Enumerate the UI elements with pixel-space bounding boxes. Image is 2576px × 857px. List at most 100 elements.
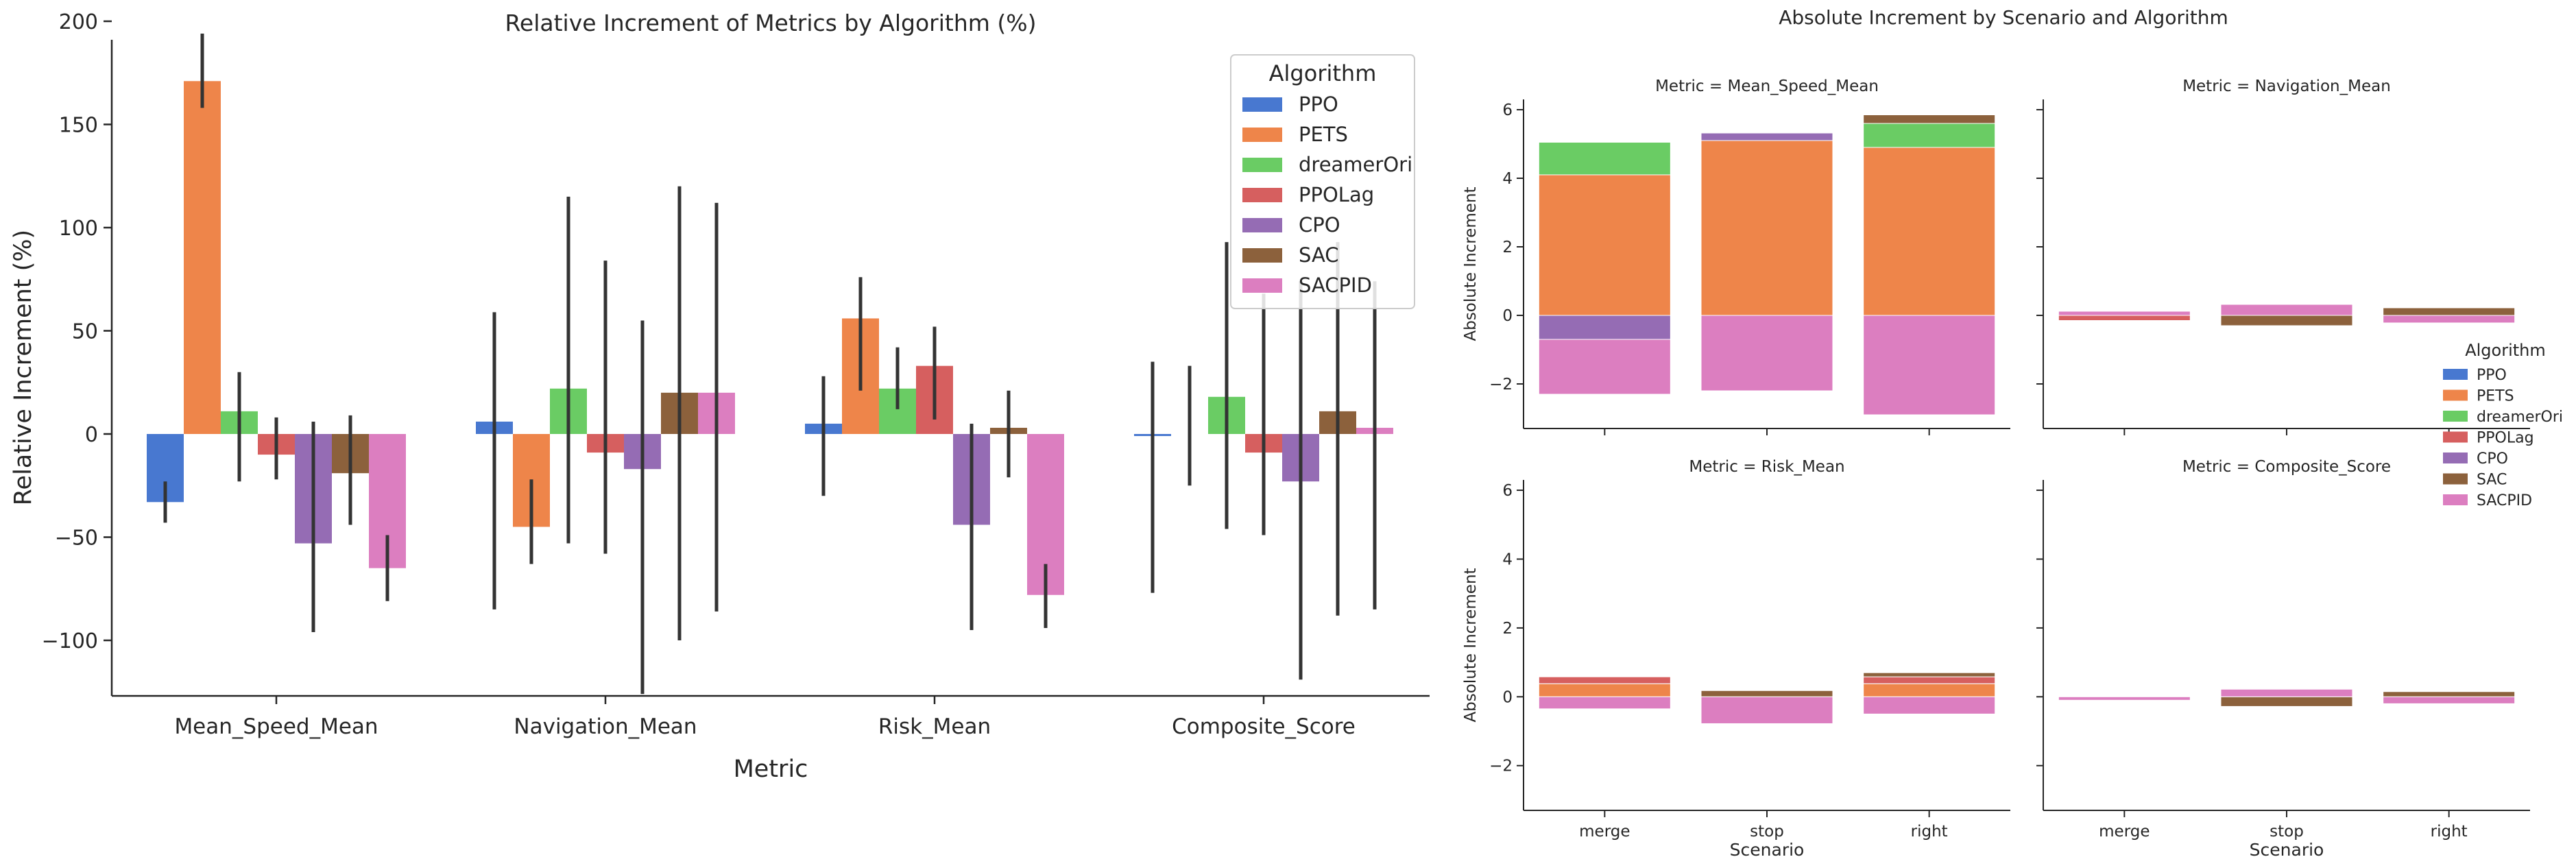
legend-label-SAC: SAC (1299, 243, 1339, 267)
stacked-bar-PPOLag-merge (2058, 315, 2191, 321)
legend-label-SAC: SAC (2477, 472, 2507, 489)
legend-label-PPO: PPO (1299, 93, 1338, 116)
stacked-bar-SAC-right (1863, 672, 1996, 677)
bar-PETS-Mean_Speed_Mean (184, 81, 221, 435)
facet-1: Metric = Mean_Speed_Mean −2 0 2 4 6 Absolute I… (1462, 77, 2010, 435)
left-chart: Relative Increment of Metrics by Algorit… (10, 10, 1430, 783)
x-tick-label: stop (1750, 823, 1784, 841)
stacked-bar-SAC-right (1863, 114, 1996, 124)
x-tick-label: merge (2099, 823, 2150, 841)
legend: Algorithm PPO PETS dreamerOri PPOLag CPO SAC SA… (2443, 341, 2563, 509)
stacked-bar-SACPID-right (1863, 315, 1996, 415)
y-tick-label: 6 (1502, 482, 1513, 500)
y-tick-label: 150 (59, 114, 98, 138)
x-axis-label: Metric (734, 756, 808, 783)
legend-label-dreamerOri: dreamerOri (2477, 409, 2563, 426)
x-tick-label: stop (2270, 823, 2304, 841)
stacked-bar-CPO-stop (1700, 132, 1833, 141)
legend-swatch-PPO (2443, 369, 2468, 380)
chart-title: Relative Increment of Metrics by Algorit… (505, 10, 1036, 36)
y-tick-label: −2 (1489, 376, 1513, 394)
stacked-bar-PETS-right (1863, 147, 1996, 316)
x-tick-label: right (1911, 823, 1948, 841)
legend-label-SACPID: SACPID (1299, 274, 1372, 297)
legend-label-CPO: CPO (2477, 450, 2508, 468)
stacked-bar-SACPID-merge (2058, 696, 2191, 701)
facet-title: Metric = Risk_Mean (1689, 458, 1844, 476)
legend-label-PETS: PETS (1299, 123, 1348, 146)
y-axis-label: Relative Increment (%) (10, 230, 37, 505)
legend-swatch-SACPID (2443, 494, 2468, 505)
stacked-bar-SACPID-merge (1538, 696, 1671, 710)
x-tick-label: Navigation_Mean (514, 714, 697, 739)
legend-label-PPOLag: PPOLag (2477, 430, 2534, 447)
y-tick-label: 4 (1502, 170, 1513, 188)
stacked-bar-dreamerOri-right (1863, 123, 1996, 148)
stacked-bar-SACPID-merge (2058, 311, 2191, 316)
right-chart: Absolute Increment by Scenario and Algor… (1462, 6, 2563, 857)
facet-3: Metric = Risk_Mean −2 0 2 4 6 Absolute Increme… (1462, 458, 2010, 857)
y-tick-label: 50 (72, 320, 98, 344)
y-tick-label: 0 (85, 423, 98, 447)
facet-title: Metric = Mean_Speed_Mean (1655, 77, 1879, 95)
legend-swatch-PPOLag (2443, 431, 2468, 443)
stacked-bar-SACPID-right (2383, 315, 2516, 324)
x-tick-label: Risk_Mean (878, 714, 991, 739)
legend-swatch-PPO (1242, 97, 1282, 112)
legend-box (1230, 54, 1415, 309)
legend-swatch-PPOLag (1242, 188, 1282, 202)
legend-swatch-dreamerOri (1242, 158, 1282, 172)
stacked-bar-PETS-merge (1538, 683, 1671, 697)
stacked-bar-PPOLag-right (1863, 676, 1996, 684)
stacked-bar-SAC-stop (2220, 315, 2353, 326)
x-tick-label: merge (1579, 823, 1630, 841)
legend-swatch-dreamerOri (2443, 411, 2468, 422)
legend-swatch-SAC (2443, 473, 2468, 485)
y-tick-label: 0 (1502, 307, 1513, 325)
legend-swatch-SACPID (1242, 278, 1282, 293)
stacked-bar-SACPID-stop (2220, 304, 2353, 316)
stacked-bar-SAC-stop (1700, 690, 1833, 697)
stacked-bar-SACPID-right (2383, 696, 2516, 704)
x-tick-label: Mean_Speed_Mean (174, 714, 378, 739)
legend-swatch-PETS (1242, 128, 1282, 142)
y-tick-label: 0 (1502, 688, 1513, 706)
stacked-bar-SACPID-stop (1700, 315, 1833, 391)
legend-swatch-CPO (2443, 452, 2468, 463)
stacked-bar-SACPID-right (1863, 696, 1996, 714)
legend-title: Algorithm (2465, 341, 2546, 360)
y-tick-label: 2 (1502, 239, 1513, 256)
stacked-bar-PETS-stop (1700, 140, 1833, 316)
stacked-bar-SACPID-merge (1538, 339, 1671, 395)
legend-label-PETS: PETS (2477, 388, 2514, 405)
facet-title: Metric = Navigation_Mean (2182, 77, 2391, 95)
stacked-bar-PETS-right (1863, 683, 1996, 697)
y-tick-label: 4 (1502, 551, 1513, 568)
legend-label-PPOLag: PPOLag (1299, 183, 1374, 206)
stacked-bar-PPOLag-merge (1538, 676, 1671, 684)
y-tick-label: 200 (59, 10, 98, 34)
y-axis-label: Absolute Increment (1462, 186, 1480, 341)
x-tick-label: right (2431, 823, 2468, 841)
stacked-bar-SACPID-stop (2220, 688, 2353, 697)
stacked-bar-SAC-right (2383, 691, 2516, 697)
legend-swatch-PETS (2443, 389, 2468, 401)
y-tick-label: 6 (1502, 101, 1513, 119)
x-axis-label: Scenario (2250, 840, 2324, 857)
stacked-bar-SACPID-stop (1700, 696, 1833, 724)
y-tick-label: 2 (1502, 620, 1513, 638)
y-tick-label: −50 (55, 527, 98, 551)
legend-label-CPO: CPO (1299, 213, 1340, 237)
legend-label-SACPID: SACPID (2477, 492, 2532, 509)
stacked-bar-dreamerOri-merge (1538, 142, 1671, 176)
y-tick-label: −2 (1489, 758, 1513, 775)
legend-label-dreamerOri: dreamerOri (1299, 153, 1412, 176)
stacked-bar-SAC-stop (2220, 696, 2353, 707)
legend-swatch-CPO (1242, 218, 1282, 232)
legend-swatch-SAC (1242, 248, 1282, 263)
stacked-bar-CPO-merge (1538, 315, 1671, 340)
y-tick-label: 100 (59, 217, 98, 241)
